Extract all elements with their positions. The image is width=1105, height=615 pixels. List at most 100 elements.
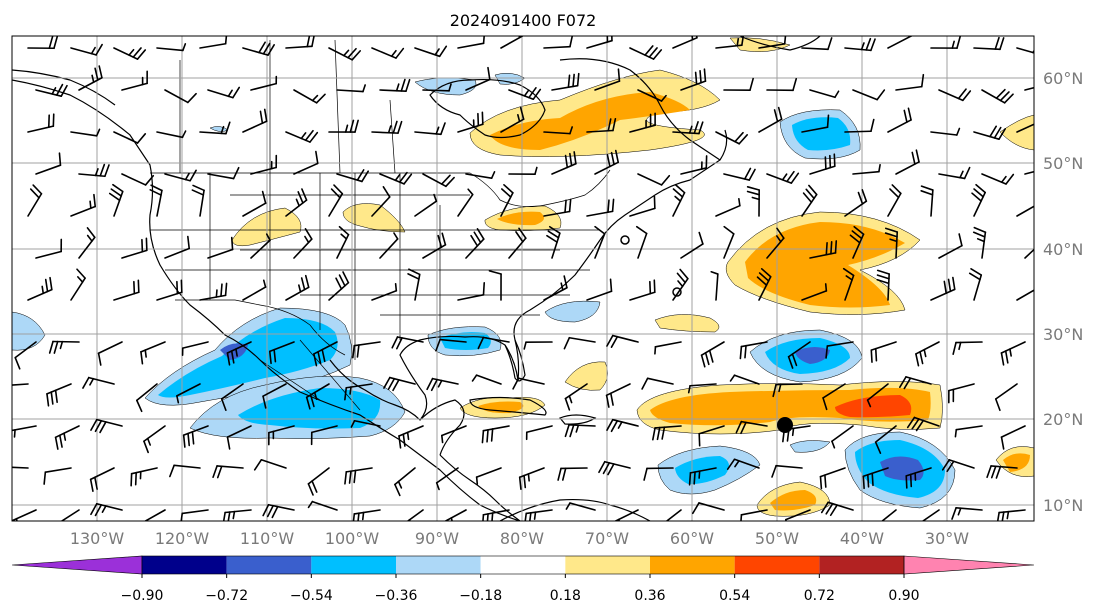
wind-barb [954, 425, 983, 438]
map-frame [11, 35, 1035, 522]
wind-barb [268, 425, 295, 446]
colorbar-tick-label: 0.72 [804, 588, 835, 604]
wind-barb [525, 425, 553, 441]
wind-barb [371, 186, 391, 217]
colorbar-segment [734, 556, 820, 574]
wind-barb [849, 225, 865, 259]
wind-barb [594, 68, 621, 91]
wind-barb [680, 231, 704, 259]
wind-barb [687, 383, 717, 394]
wind-barb [723, 225, 735, 259]
field-negative-nc-coast [544, 300, 601, 323]
wind-barb [130, 467, 158, 487]
wind-barb [756, 267, 772, 301]
wind-barb [629, 279, 656, 301]
wind-barb [352, 509, 381, 521]
wind-barb [414, 45, 448, 58]
wind-barb [1016, 47, 1034, 54]
wind-barb [156, 130, 187, 139]
wind-barb [951, 506, 983, 520]
wind-barb [921, 509, 940, 521]
coast-greenland [739, 36, 821, 51]
wind-barb [680, 155, 708, 175]
wind-barb [89, 467, 115, 492]
field-negative-mid-atl-max [795, 346, 830, 364]
wind-barb [876, 269, 890, 301]
field-positive-hudson-core [490, 92, 690, 150]
wind-barb [426, 377, 459, 392]
wind-barb [766, 170, 800, 184]
colorbar-segment [650, 556, 735, 574]
wind-barb [12, 466, 29, 469]
wind-barb [801, 184, 818, 217]
wind-barb [884, 227, 899, 259]
wind-barb [242, 108, 268, 133]
field-negative-mexico-west-core [158, 318, 338, 398]
wind-barb [831, 425, 854, 449]
wind-barb [899, 376, 932, 390]
wind-barb [973, 125, 1006, 140]
field-positive-rockies [231, 207, 302, 247]
wind-barb [113, 279, 140, 301]
wind-barb [563, 336, 596, 350]
wind-barb [336, 225, 350, 259]
wind-barb [672, 36, 698, 49]
wind-barb [441, 425, 467, 444]
wind-barb [844, 118, 875, 133]
wind-barb [135, 383, 158, 413]
wind-barb [268, 341, 295, 365]
wind-barb [930, 36, 961, 49]
lon-label: 100°W [325, 529, 380, 548]
wind-barb [842, 267, 855, 301]
wind-barb [113, 47, 147, 60]
wind-barb [199, 282, 228, 301]
wind-barb [981, 173, 1015, 185]
wind-barb [90, 502, 123, 517]
wind-barb [293, 150, 319, 175]
wind-barb [672, 121, 704, 135]
wind-barb [35, 238, 63, 259]
wind-barb [665, 509, 682, 521]
field-positive-great-lakes-core [497, 211, 544, 226]
wind-barb [629, 45, 663, 60]
lon-label: 50°W [755, 529, 799, 548]
lon-label: 90°W [415, 529, 459, 548]
coast-us-east [599, 129, 728, 241]
wind-barb [181, 341, 209, 356]
lon-label: 130°W [70, 529, 125, 548]
small-circle-marker-1 [620, 235, 630, 245]
wind-barb [637, 89, 667, 102]
wind-barb [394, 467, 416, 497]
wind-barb [915, 341, 940, 367]
wind-barb [12, 383, 29, 387]
wind-barb [371, 47, 405, 59]
colorbar-tick-label: −0.90 [121, 588, 164, 604]
wind-barb [78, 163, 110, 178]
wind-barb [852, 89, 886, 101]
wind-barb [212, 465, 244, 479]
wind-barb [758, 106, 783, 133]
colorbar-tick-label: 0.36 [634, 588, 665, 604]
wind-barb [654, 341, 682, 355]
colorbar-tick-label: −0.36 [375, 588, 418, 604]
small-circle-marker-2 [672, 287, 682, 297]
wind-barb [930, 127, 961, 136]
wind-barb [350, 419, 381, 428]
field-negative-small-carib [789, 440, 831, 453]
wind-barb [971, 183, 986, 217]
wind-barb [723, 167, 756, 181]
colorbar-segment [565, 556, 650, 574]
wind-barb [121, 70, 148, 91]
wind-barb [1024, 248, 1034, 259]
wind-barb [972, 226, 987, 259]
wind-barb [70, 43, 103, 56]
wind-barb [422, 83, 452, 92]
wind-barb [512, 377, 545, 390]
wind-barb [543, 275, 568, 301]
wind-barb [60, 509, 80, 521]
wind-barb [328, 184, 344, 217]
wind-barb [895, 149, 920, 175]
wind-barb [27, 113, 55, 133]
wind-barb [457, 282, 486, 301]
